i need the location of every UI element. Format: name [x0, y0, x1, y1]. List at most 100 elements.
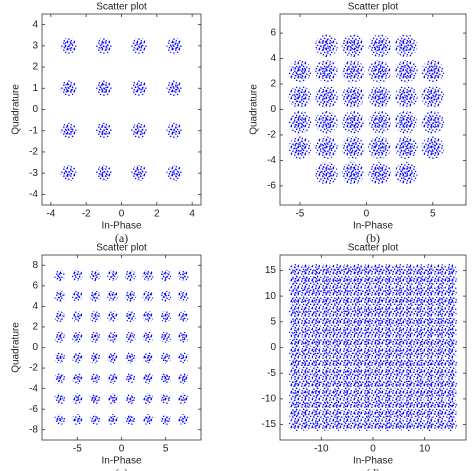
- point-core: [127, 416, 134, 423]
- point-core: [363, 410, 372, 419]
- point-core: [343, 328, 352, 336]
- point-core: [312, 307, 321, 316]
- point-core: [353, 338, 362, 347]
- point-core: [312, 379, 321, 388]
- point-core: [363, 359, 372, 367]
- point-core: [415, 266, 424, 275]
- point-core: [346, 39, 360, 53]
- y-tick-label: 10: [265, 291, 277, 302]
- point-core: [363, 379, 372, 388]
- point-core: [319, 166, 334, 180]
- point-core: [332, 410, 341, 419]
- point-core: [384, 400, 393, 408]
- caption: (c): [115, 466, 128, 471]
- point-core: [346, 89, 360, 104]
- point-core: [374, 359, 383, 367]
- point-core: [425, 287, 434, 295]
- point-core: [405, 317, 414, 326]
- point-core: [415, 338, 424, 347]
- point-core: [343, 287, 352, 295]
- x-tick-label: -5: [295, 209, 304, 220]
- point-core: [394, 307, 403, 316]
- point-core: [425, 359, 434, 367]
- point-core: [384, 369, 393, 378]
- point-core: [372, 115, 387, 130]
- x-tick-label: -4: [46, 209, 55, 220]
- y-tick-label: -4: [29, 383, 38, 394]
- y-tick-label: 4: [32, 301, 38, 312]
- point-core: [56, 416, 63, 423]
- point-core: [436, 379, 445, 388]
- point-core: [322, 410, 331, 419]
- point-core: [426, 89, 440, 104]
- point-core: [374, 410, 383, 419]
- plot-area: [289, 263, 457, 432]
- point-core: [91, 333, 99, 341]
- point-core: [425, 379, 434, 388]
- point-core: [301, 328, 310, 336]
- point-core: [56, 375, 63, 382]
- point-core: [436, 359, 445, 367]
- caption: (d): [366, 466, 380, 471]
- point-core: [372, 89, 387, 104]
- point-core: [436, 287, 445, 295]
- point-core: [322, 317, 331, 326]
- point-core: [343, 389, 352, 398]
- point-core: [374, 379, 383, 388]
- point-core: [127, 292, 134, 300]
- point-core: [399, 89, 413, 104]
- point-core: [394, 297, 403, 306]
- y-tick-label: 0: [32, 342, 38, 353]
- point-core: [384, 410, 393, 419]
- point-core: [399, 140, 413, 155]
- point-core: [162, 395, 169, 403]
- y-tick-label: 6: [270, 28, 276, 39]
- point-core: [405, 297, 414, 306]
- point-core: [291, 276, 300, 285]
- point-core: [415, 297, 424, 306]
- point-core: [134, 125, 144, 136]
- point-core: [169, 41, 180, 51]
- point-core: [394, 369, 403, 378]
- point-core: [293, 64, 307, 79]
- point-core: [374, 317, 383, 326]
- y-tick-label: -15: [262, 419, 277, 430]
- point-core: [446, 410, 455, 419]
- point-core: [343, 297, 352, 306]
- point-core: [405, 359, 414, 367]
- point-core: [415, 410, 424, 419]
- point-core: [374, 297, 383, 306]
- point-core: [405, 420, 414, 429]
- point-core: [374, 276, 383, 285]
- point-core: [405, 307, 414, 316]
- point-core: [343, 307, 352, 316]
- y-tick-label: 6: [32, 280, 38, 291]
- point-core: [332, 317, 341, 326]
- point-core: [399, 166, 413, 180]
- point-core: [353, 276, 362, 285]
- y-tick-label: -4: [267, 155, 276, 166]
- point-core: [384, 389, 393, 398]
- point-core: [343, 338, 352, 347]
- point-core: [426, 140, 440, 155]
- point-core: [322, 297, 331, 306]
- chart-title: Scatter plot: [348, 243, 399, 254]
- point-core: [291, 287, 300, 295]
- point-core: [291, 420, 300, 429]
- point-core: [91, 313, 99, 320]
- point-core: [293, 140, 307, 155]
- point-core: [99, 125, 109, 136]
- point-core: [291, 379, 300, 388]
- point-core: [332, 379, 341, 388]
- point-core: [332, 348, 341, 357]
- plot-area: [54, 270, 189, 425]
- point-core: [301, 389, 310, 398]
- point-core: [399, 39, 413, 53]
- point-core: [374, 307, 383, 316]
- point-core: [56, 395, 63, 403]
- point-core: [63, 83, 74, 94]
- point-core: [99, 41, 109, 51]
- point-core: [384, 379, 393, 388]
- y-tick-label: 2: [270, 79, 276, 90]
- x-axis-label: In-Phase: [101, 456, 141, 467]
